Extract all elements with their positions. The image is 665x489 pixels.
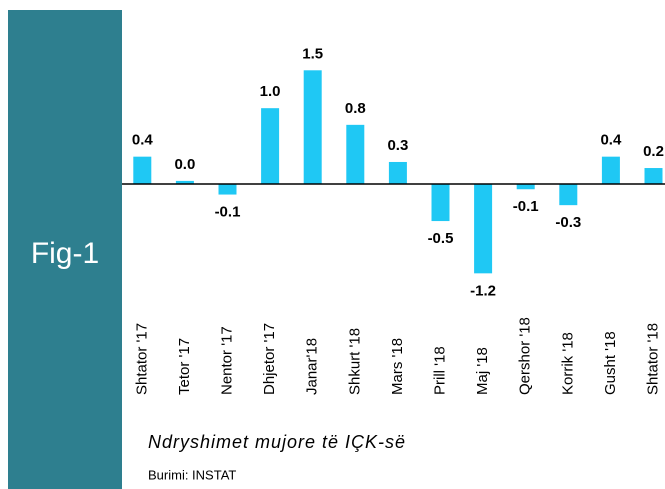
- value-label: -0.1: [513, 198, 539, 215]
- value-label: 1.5: [302, 45, 323, 62]
- x-tick-label: Mars '18: [389, 338, 406, 395]
- figure-label: Fig-1: [31, 237, 99, 270]
- value-label: -0.5: [428, 230, 454, 247]
- bar: [516, 183, 535, 190]
- value-label: -0.1: [215, 204, 241, 221]
- bar: [261, 108, 280, 184]
- x-tick-label: Janar'18: [304, 338, 321, 395]
- bar: [346, 124, 365, 184]
- x-tick-label: Shkurt '18: [346, 328, 363, 395]
- value-label: 1.0: [260, 83, 281, 100]
- x-tick-label: Shtator '18: [644, 323, 661, 395]
- bar: [218, 183, 237, 195]
- value-label: 0.2: [643, 143, 664, 160]
- value-label: 0.4: [132, 132, 154, 149]
- bar: [388, 161, 407, 184]
- x-tick-label: Nentor '17: [218, 326, 235, 395]
- x-tick-label: Tetor '17: [176, 338, 193, 395]
- x-tick-label: Gusht '18: [602, 331, 619, 395]
- x-tick-label: Maj '18: [474, 347, 491, 395]
- bar: [559, 183, 578, 206]
- bar: [601, 156, 620, 184]
- value-label: -0.3: [555, 214, 581, 231]
- side-panel: [8, 10, 122, 489]
- bar: [474, 183, 493, 274]
- x-tick-label: Korrik '18: [559, 332, 576, 395]
- value-label: 0.0: [174, 156, 195, 173]
- value-label: 0.4: [600, 132, 622, 149]
- bar: [175, 180, 194, 184]
- bar: [644, 168, 663, 184]
- x-tick-label: Qershor '18: [517, 317, 534, 395]
- x-tick-label: Prill '18: [431, 346, 448, 395]
- bar: [431, 183, 450, 222]
- bar: [303, 70, 322, 184]
- x-tick-label: Shtator '17: [133, 323, 150, 395]
- value-label: -1.2: [470, 282, 496, 299]
- value-label: 0.8: [345, 100, 366, 117]
- x-tick-label: Dhjetor '17: [261, 323, 278, 395]
- chart-title: Ndryshimet mujore të IÇK-së: [148, 432, 406, 452]
- bar: [133, 156, 152, 184]
- value-label: 0.3: [387, 137, 408, 154]
- source: Burimi: INSTAT: [148, 467, 236, 482]
